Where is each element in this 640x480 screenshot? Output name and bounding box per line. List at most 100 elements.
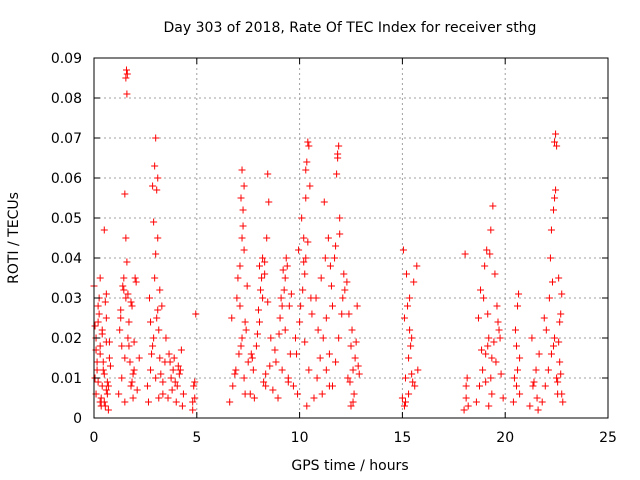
data-point xyxy=(398,394,406,402)
data-point xyxy=(189,398,197,406)
y-tick-label: 0.05 xyxy=(51,211,82,227)
data-point xyxy=(406,326,414,334)
data-point xyxy=(405,390,413,398)
data-point xyxy=(321,254,329,262)
data-point xyxy=(258,274,266,282)
data-point xyxy=(515,290,523,298)
data-point xyxy=(261,270,269,278)
data-point xyxy=(130,338,138,346)
data-point xyxy=(322,314,330,322)
data-point xyxy=(530,378,538,386)
data-point xyxy=(286,350,294,358)
data-point xyxy=(249,366,257,374)
data-point xyxy=(484,310,492,318)
data-point xyxy=(123,70,131,78)
data-point xyxy=(550,206,558,214)
data-point xyxy=(127,382,135,390)
data-point xyxy=(165,350,173,358)
data-point xyxy=(349,366,357,374)
data-point xyxy=(259,294,267,302)
data-point xyxy=(514,366,522,374)
data-point xyxy=(538,398,546,406)
data-point xyxy=(328,302,336,310)
y-tick-label: 0.09 xyxy=(51,51,82,67)
data-point xyxy=(489,202,497,210)
data-point xyxy=(305,366,313,374)
data-point xyxy=(482,350,490,358)
data-point xyxy=(336,230,344,238)
data-point xyxy=(257,286,265,294)
data-point xyxy=(289,382,297,390)
data-point xyxy=(191,394,199,402)
data-point xyxy=(173,382,181,390)
data-point xyxy=(408,370,416,378)
data-point xyxy=(281,274,289,282)
data-point xyxy=(317,274,325,282)
data-point xyxy=(555,274,563,282)
data-point xyxy=(132,278,140,286)
data-point xyxy=(408,334,416,342)
data-point xyxy=(347,342,355,350)
data-point xyxy=(464,402,472,410)
data-point xyxy=(117,314,125,322)
data-point xyxy=(135,354,143,362)
data-point xyxy=(152,134,160,142)
data-points xyxy=(90,66,567,414)
data-point xyxy=(553,142,561,150)
data-point xyxy=(554,378,562,386)
data-point xyxy=(237,342,245,350)
data-point xyxy=(407,342,415,350)
data-point xyxy=(551,138,559,146)
data-point xyxy=(513,382,521,390)
data-point xyxy=(404,302,412,310)
data-point xyxy=(151,162,159,170)
data-point xyxy=(347,402,355,410)
data-point xyxy=(546,254,554,262)
data-point xyxy=(239,206,247,214)
data-point xyxy=(177,346,185,354)
data-point xyxy=(532,366,540,374)
data-point xyxy=(556,358,564,366)
data-point xyxy=(149,342,157,350)
data-point xyxy=(192,310,200,318)
data-point xyxy=(483,246,491,254)
data-point xyxy=(130,366,138,374)
data-point xyxy=(293,350,301,358)
data-point xyxy=(262,370,270,378)
data-point xyxy=(300,258,308,266)
data-point xyxy=(152,374,160,382)
data-point xyxy=(295,246,303,254)
data-point xyxy=(189,406,197,414)
x-tick-label: 20 xyxy=(496,430,514,446)
data-point xyxy=(153,186,161,194)
data-point xyxy=(155,394,163,402)
data-point xyxy=(104,382,112,390)
data-point xyxy=(146,294,154,302)
data-point xyxy=(176,366,184,374)
data-point xyxy=(272,358,280,366)
data-point xyxy=(301,270,309,278)
data-point xyxy=(552,186,560,194)
data-point xyxy=(551,194,559,202)
data-point xyxy=(248,354,256,362)
data-point xyxy=(239,222,247,230)
data-point xyxy=(462,382,470,390)
data-point xyxy=(149,182,157,190)
data-point xyxy=(558,290,566,298)
data-point xyxy=(344,374,352,382)
data-point xyxy=(172,398,180,406)
data-point xyxy=(301,338,309,346)
data-point xyxy=(274,394,282,402)
data-point xyxy=(534,406,542,414)
data-point xyxy=(121,354,129,362)
data-point xyxy=(493,302,501,310)
data-point xyxy=(318,390,326,398)
data-point xyxy=(127,298,135,306)
data-point xyxy=(122,74,130,82)
data-point xyxy=(486,250,494,258)
data-point xyxy=(557,310,565,318)
data-point xyxy=(411,382,419,390)
data-point xyxy=(278,302,286,310)
data-point xyxy=(115,390,123,398)
data-point xyxy=(116,326,124,334)
